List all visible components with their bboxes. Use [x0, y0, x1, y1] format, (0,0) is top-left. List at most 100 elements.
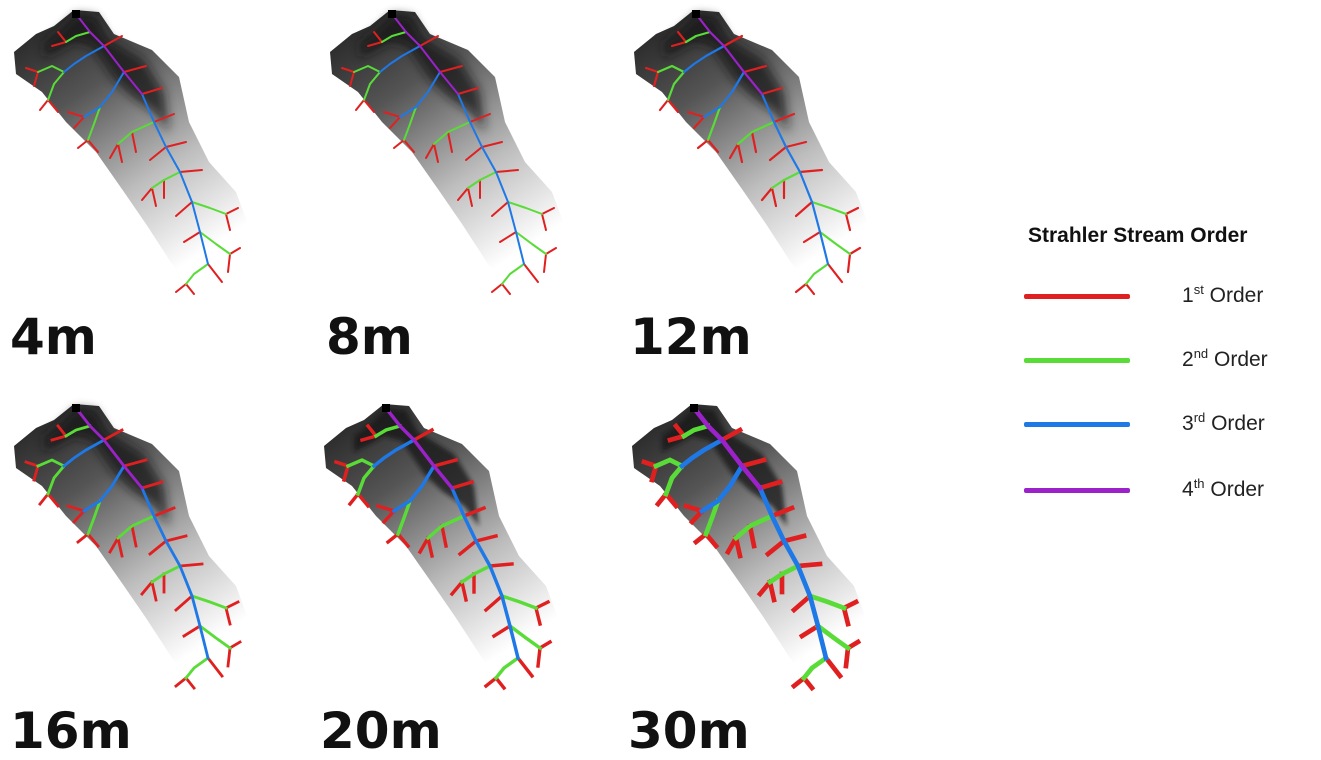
stream-order-2	[507, 623, 543, 651]
stream-order-1	[66, 504, 86, 513]
stream-order-2	[807, 593, 848, 612]
stream-order-1	[341, 463, 351, 483]
stream-order-1	[760, 86, 784, 96]
stream-order-1	[355, 99, 365, 111]
stream-order-4	[690, 404, 764, 492]
stream-order-1	[365, 423, 379, 439]
elevation-surface	[14, 10, 249, 292]
stream-order-2	[199, 231, 231, 255]
resolution-label: 12m	[630, 308, 752, 366]
stream-order-1	[431, 457, 459, 469]
stream-order-1	[72, 509, 86, 524]
stream-order-3	[62, 438, 106, 468]
stream-order-1	[182, 624, 202, 638]
stream-order-1	[228, 640, 242, 650]
stream-order-1	[46, 492, 60, 508]
stream-order-1	[389, 116, 401, 129]
stream-order-3	[82, 464, 126, 513]
stream-order-1	[185, 283, 195, 295]
stream-order-2	[190, 594, 228, 610]
stream-order-1	[742, 64, 768, 74]
stream-order-1	[164, 534, 188, 543]
stream-order-1	[844, 206, 860, 216]
stream-order-1	[459, 579, 469, 603]
stream-order-1	[425, 143, 435, 159]
stream-order-1	[667, 433, 687, 443]
resolution-label: 8m	[326, 308, 413, 366]
stream-order-2	[64, 424, 92, 438]
stream-order-4	[74, 406, 144, 490]
stream-order-1	[760, 186, 774, 202]
stream-order-1	[130, 524, 138, 548]
stream-order-3	[682, 44, 726, 74]
stream-order-1	[488, 562, 514, 568]
stream-order-2	[800, 654, 830, 682]
outlet-marker	[690, 404, 698, 412]
stream-order-1	[67, 111, 85, 118]
stream-order-1	[826, 262, 844, 284]
stream-order-1	[355, 491, 371, 509]
stream-order-1	[644, 66, 660, 74]
stream-order-1	[140, 480, 164, 490]
stream-order-1	[449, 579, 465, 597]
stream-order-2	[117, 121, 155, 145]
stream-order-1	[363, 99, 375, 113]
dem-map	[632, 404, 867, 692]
stream-order-1	[501, 283, 511, 295]
stream-order-1	[150, 580, 158, 602]
stream-order-2	[666, 70, 686, 102]
stream-order-1	[706, 138, 720, 154]
stream-order-1	[541, 213, 547, 231]
legend-item-order4: 4th Order	[1024, 470, 1304, 510]
stream-map-panel-30m: 30m	[622, 396, 922, 756]
stream-order-3	[379, 45, 421, 73]
stream-order-2	[191, 201, 227, 215]
stream-order-1	[491, 201, 509, 217]
stream-order-4	[383, 405, 455, 491]
stream-order-1	[457, 538, 479, 557]
stream-order-1	[696, 138, 710, 150]
stream-order-1	[844, 212, 852, 232]
stream-order-1	[781, 533, 807, 544]
stream-order-1	[784, 140, 808, 149]
stream-order-1	[794, 282, 808, 294]
stream-order-1	[425, 535, 435, 559]
stream-order-1	[184, 676, 196, 690]
stream-order-1	[843, 645, 851, 669]
stream-order-2	[702, 498, 721, 538]
stream-order-1	[73, 116, 85, 129]
stream-order-2	[87, 106, 101, 141]
legend-title: Strahler Stream Order	[1028, 224, 1248, 247]
stream-order-2	[425, 513, 467, 541]
stream-order-2	[65, 31, 91, 43]
stream-order-2	[501, 263, 525, 285]
stream-order-2	[656, 64, 686, 74]
stream-order-1	[225, 213, 231, 231]
stream-order-2	[395, 498, 413, 537]
stream-order-1	[32, 464, 40, 482]
stream-order-1	[473, 533, 499, 544]
stream-order-2	[810, 200, 848, 216]
elevation-ridge	[360, 14, 485, 132]
legend-swatch	[1024, 488, 1130, 493]
stream-order-2	[818, 230, 852, 256]
stream-order-2	[355, 463, 377, 497]
stream-order-1	[652, 70, 660, 88]
stream-order-1	[51, 41, 67, 47]
stream-order-2	[515, 231, 547, 255]
stream-order-1	[692, 115, 706, 130]
stream-order-1	[798, 168, 824, 174]
stream-order-2	[116, 514, 156, 540]
stream-order-2	[652, 457, 686, 470]
dem-map	[634, 10, 869, 296]
stream-order-1	[153, 113, 175, 123]
stream-order-1	[772, 112, 796, 124]
stream-order-2	[459, 563, 493, 585]
resolution-label: 20m	[320, 702, 442, 760]
stream-order-1	[148, 539, 168, 556]
resolution-label: 30m	[628, 702, 750, 760]
legend-swatch	[1024, 294, 1130, 299]
resolution-label: 16m	[10, 702, 132, 760]
stream-order-3	[141, 93, 209, 265]
stream-order-1	[347, 491, 361, 507]
